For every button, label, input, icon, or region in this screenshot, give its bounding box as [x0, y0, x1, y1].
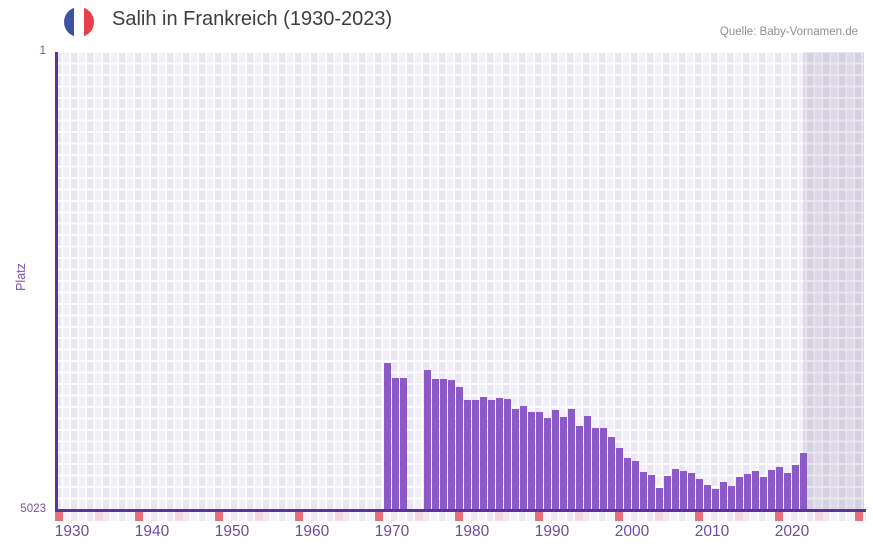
red-decade-marker-1940: [135, 512, 143, 521]
bar-2009[interactable]: [687, 472, 695, 510]
red-decade-marker-2010: [695, 512, 703, 521]
france-flag-icon: [64, 7, 94, 37]
pink-half-decade-marker-1975: [415, 512, 423, 521]
bar-2012[interactable]: [711, 489, 719, 510]
red-decade-marker-2030: [855, 512, 863, 521]
bar-2021[interactable]: [783, 472, 791, 510]
bar-1984[interactable]: [487, 400, 495, 510]
bar-1971[interactable]: [383, 363, 391, 510]
bar-1996[interactable]: [583, 415, 591, 510]
plot-area[interactable]: [56, 52, 864, 510]
bar-1979[interactable]: [447, 379, 455, 510]
y-tick-rank-5023: 5023: [20, 503, 46, 515]
red-decade-marker-1950: [215, 512, 223, 521]
bar-2020[interactable]: [775, 466, 783, 510]
red-decade-marker-2020: [775, 512, 783, 521]
y-axis-title: Platz: [14, 263, 28, 291]
pink-half-decade-marker-1935: [95, 512, 103, 521]
bar-2015[interactable]: [735, 476, 743, 510]
bar-2023[interactable]: [799, 452, 807, 510]
bar-1999[interactable]: [607, 436, 615, 510]
x-tick-1990: 1990: [534, 523, 570, 540]
x-tick-2010: 2010: [694, 523, 730, 540]
bar-1988[interactable]: [519, 406, 527, 510]
chart-title: Salih in Frankreich (1930-2023): [112, 8, 393, 30]
bar-2005[interactable]: [655, 487, 663, 510]
future-no-data-region: [803, 52, 864, 510]
year-marker-strip: [55, 512, 866, 521]
bar-1985[interactable]: [495, 397, 503, 510]
bar-1976[interactable]: [423, 370, 431, 510]
bar-2004[interactable]: [647, 475, 655, 510]
pink-half-decade-marker-1985: [495, 512, 503, 521]
bar-2018[interactable]: [759, 476, 767, 510]
bar-2014[interactable]: [727, 486, 735, 510]
bar-2016[interactable]: [743, 474, 751, 510]
bar-1990[interactable]: [535, 411, 543, 510]
x-tick-1960: 1960: [294, 523, 330, 540]
bar-1995[interactable]: [575, 426, 583, 510]
pink-half-decade-marker-2025: [815, 512, 823, 521]
bar-1980[interactable]: [455, 386, 463, 510]
bar-1981[interactable]: [463, 400, 471, 510]
red-decade-marker-1930: [55, 512, 63, 521]
bar-2001[interactable]: [623, 458, 631, 510]
bar-1982[interactable]: [471, 400, 479, 510]
red-decade-marker-1960: [295, 512, 303, 521]
bar-2019[interactable]: [767, 469, 775, 510]
bar-1986[interactable]: [503, 399, 511, 510]
bar-1997[interactable]: [591, 428, 599, 510]
bar-1987[interactable]: [511, 408, 519, 510]
x-axis-line: [55, 509, 866, 512]
bar-2007[interactable]: [671, 469, 679, 510]
bar-2003[interactable]: [639, 471, 647, 510]
pink-half-decade-marker-2005: [655, 512, 663, 521]
pink-half-decade-marker-1965: [335, 512, 343, 521]
bar-1998[interactable]: [599, 428, 607, 510]
bar-1994[interactable]: [567, 409, 575, 510]
bar-1977[interactable]: [431, 378, 439, 510]
x-tick-1970: 1970: [374, 523, 410, 540]
bar-1983[interactable]: [479, 396, 487, 510]
x-tick-1940: 1940: [134, 523, 170, 540]
x-tick-1980: 1980: [454, 523, 490, 540]
bar-2022[interactable]: [791, 464, 799, 510]
x-tick-2000: 2000: [614, 523, 650, 540]
bar-2011[interactable]: [703, 485, 711, 510]
bar-2000[interactable]: [615, 447, 623, 510]
x-tick-1950: 1950: [214, 523, 250, 540]
x-tick-2020: 2020: [774, 523, 810, 540]
bar-2002[interactable]: [631, 461, 639, 510]
x-tick-1930: 1930: [54, 523, 90, 540]
bar-1991[interactable]: [543, 418, 551, 510]
bar-2006[interactable]: [663, 475, 671, 510]
bar-1992[interactable]: [551, 409, 559, 510]
bar-2008[interactable]: [679, 470, 687, 510]
bar-2013[interactable]: [719, 482, 727, 510]
pink-half-decade-marker-2015: [735, 512, 743, 521]
source-credit: Quelle: Baby-Vornamen.de: [719, 26, 858, 38]
bar-1989[interactable]: [527, 411, 535, 510]
bar-1973[interactable]: [399, 378, 407, 510]
bar-2017[interactable]: [751, 470, 759, 510]
bar-2010[interactable]: [695, 478, 703, 510]
bar-1993[interactable]: [559, 417, 567, 510]
pink-half-decade-marker-1995: [575, 512, 583, 521]
red-decade-marker-1990: [535, 512, 543, 521]
bar-1972[interactable]: [391, 378, 399, 510]
y-tick-rank-1: 1: [39, 45, 46, 57]
red-decade-marker-2000: [615, 512, 623, 521]
red-decade-marker-1970: [375, 512, 383, 521]
pink-half-decade-marker-1955: [255, 512, 263, 521]
red-decade-marker-1980: [455, 512, 463, 521]
y-axis-line: [55, 52, 58, 510]
pink-half-decade-marker-1945: [175, 512, 183, 521]
bar-1978[interactable]: [439, 378, 447, 510]
